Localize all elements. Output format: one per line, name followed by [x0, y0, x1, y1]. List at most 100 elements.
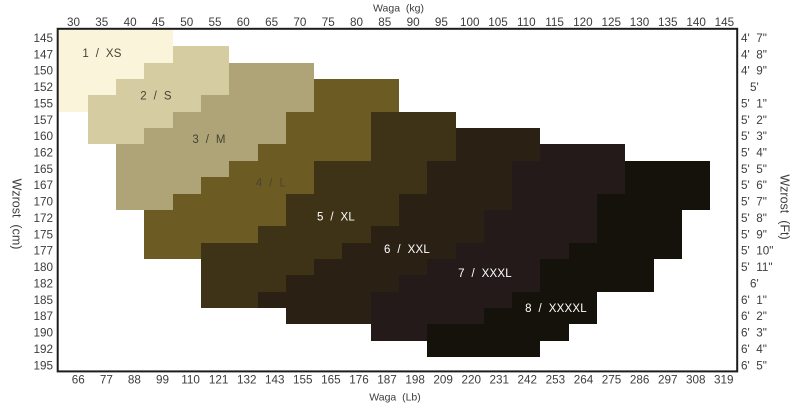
svg-text:6 / XXL: 6 / XXL — [384, 244, 430, 256]
svg-text:175: 175 — [33, 228, 53, 241]
svg-text:85: 85 — [378, 16, 392, 29]
svg-text:187: 187 — [33, 310, 53, 323]
svg-text:5' 6": 5' 6" — [741, 179, 767, 192]
svg-text:5' 2": 5' 2" — [741, 114, 767, 127]
svg-text:198: 198 — [405, 374, 425, 387]
svg-text:5' 7": 5' 7" — [741, 196, 767, 209]
svg-text:155: 155 — [33, 97, 53, 110]
svg-text:155: 155 — [293, 374, 313, 387]
svg-text:187: 187 — [377, 374, 397, 387]
svg-text:2 / S: 2 / S — [140, 91, 172, 103]
svg-text:Wzrost (Ft): Wzrost (Ft) — [778, 174, 792, 239]
svg-text:147: 147 — [33, 48, 53, 61]
svg-text:286: 286 — [630, 374, 650, 387]
svg-text:66: 66 — [72, 374, 85, 387]
svg-text:297: 297 — [658, 374, 678, 387]
svg-text:55: 55 — [208, 16, 222, 29]
svg-text:45: 45 — [152, 16, 166, 29]
svg-text:110: 110 — [181, 374, 200, 387]
svg-text:319: 319 — [714, 374, 734, 387]
svg-text:5' 8": 5' 8" — [741, 212, 767, 225]
svg-text:145: 145 — [33, 32, 53, 45]
svg-text:5' 11": 5' 11" — [741, 261, 773, 274]
svg-text:185: 185 — [33, 294, 53, 307]
svg-text:6' 2": 6' 2" — [741, 310, 767, 323]
svg-text:1 / XS: 1 / XS — [82, 48, 121, 60]
svg-text:65: 65 — [265, 16, 279, 29]
svg-text:192: 192 — [33, 343, 53, 356]
svg-text:195: 195 — [33, 359, 53, 372]
svg-text:5' 4": 5' 4" — [741, 147, 767, 160]
svg-text:80: 80 — [350, 16, 364, 29]
svg-text:5' 1": 5' 1" — [741, 97, 767, 110]
svg-text:4' 9": 4' 9" — [741, 65, 767, 78]
svg-text:165: 165 — [321, 374, 341, 387]
svg-text:220: 220 — [461, 374, 481, 387]
svg-text:5' 9": 5' 9" — [741, 228, 767, 241]
svg-text:120: 120 — [573, 16, 593, 29]
svg-text:162: 162 — [33, 147, 53, 160]
svg-text:3 / M: 3 / M — [192, 134, 225, 146]
svg-text:125: 125 — [601, 16, 621, 29]
svg-text:4' 8": 4' 8" — [741, 48, 767, 61]
svg-text:75: 75 — [322, 16, 336, 29]
svg-text:110: 110 — [517, 16, 536, 29]
svg-text:40: 40 — [124, 16, 138, 29]
svg-text:6': 6' — [750, 277, 759, 290]
svg-text:5' 10": 5' 10" — [741, 245, 773, 258]
svg-text:4 / L: 4 / L — [256, 178, 287, 190]
svg-text:157: 157 — [33, 114, 53, 127]
svg-text:95: 95 — [435, 16, 449, 29]
svg-text:172: 172 — [33, 212, 53, 225]
svg-text:231: 231 — [490, 374, 510, 387]
svg-text:5 / XL: 5 / XL — [317, 212, 355, 224]
svg-text:8 / XXXXL: 8 / XXXXL — [525, 303, 587, 315]
svg-text:7 / XXXL: 7 / XXXL — [458, 268, 512, 280]
svg-text:105: 105 — [488, 16, 508, 29]
svg-text:180: 180 — [33, 261, 53, 274]
svg-text:152: 152 — [33, 81, 53, 94]
svg-text:150: 150 — [33, 65, 53, 78]
svg-text:77: 77 — [100, 374, 113, 387]
svg-text:253: 253 — [546, 374, 566, 387]
svg-text:190: 190 — [33, 327, 53, 340]
svg-text:143: 143 — [265, 374, 285, 387]
svg-text:Waga (Lb): Waga (Lb) — [369, 392, 421, 404]
svg-text:5' 3": 5' 3" — [741, 130, 767, 143]
svg-text:Wzrost (cm): Wzrost (cm) — [10, 179, 24, 250]
svg-text:60: 60 — [237, 16, 251, 29]
svg-text:275: 275 — [602, 374, 622, 387]
svg-text:140: 140 — [686, 16, 706, 29]
svg-text:5': 5' — [750, 81, 759, 94]
svg-text:209: 209 — [433, 374, 453, 387]
svg-text:6' 4": 6' 4" — [741, 343, 767, 356]
svg-text:90: 90 — [407, 16, 421, 29]
svg-text:88: 88 — [128, 374, 141, 387]
svg-text:35: 35 — [95, 16, 109, 29]
svg-text:145: 145 — [715, 16, 735, 29]
svg-text:70: 70 — [293, 16, 307, 29]
svg-text:170: 170 — [33, 196, 53, 209]
svg-text:176: 176 — [349, 374, 369, 387]
svg-text:165: 165 — [33, 163, 53, 176]
svg-text:30: 30 — [67, 16, 81, 29]
svg-text:135: 135 — [658, 16, 678, 29]
svg-text:4' 7": 4' 7" — [741, 32, 767, 45]
svg-text:5' 5": 5' 5" — [741, 163, 767, 176]
svg-text:6' 1": 6' 1" — [741, 294, 767, 307]
svg-text:6' 5": 6' 5" — [741, 359, 767, 372]
svg-text:115: 115 — [545, 16, 564, 29]
svg-text:132: 132 — [237, 374, 257, 387]
svg-text:242: 242 — [518, 374, 538, 387]
svg-text:Waga (kg): Waga (kg) — [373, 3, 424, 15]
svg-text:308: 308 — [686, 374, 706, 387]
svg-text:167: 167 — [33, 179, 53, 192]
svg-text:50: 50 — [180, 16, 194, 29]
svg-text:6' 3": 6' 3" — [741, 327, 767, 340]
svg-text:182: 182 — [33, 277, 53, 290]
svg-text:177: 177 — [33, 245, 53, 258]
svg-text:264: 264 — [574, 374, 594, 387]
svg-text:99: 99 — [156, 374, 169, 387]
svg-text:130: 130 — [630, 16, 650, 29]
svg-text:121: 121 — [209, 374, 229, 387]
